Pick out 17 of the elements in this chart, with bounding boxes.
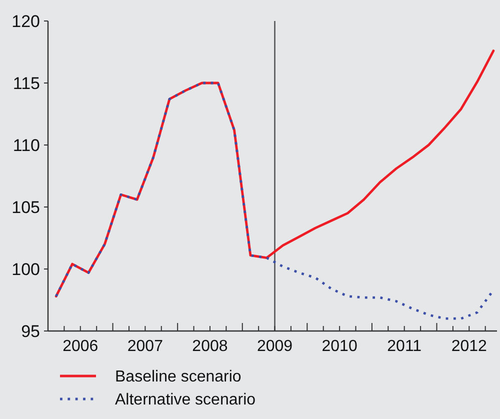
x-tick-label: 2011: [387, 338, 422, 355]
legend-label: Baseline scenario: [115, 368, 242, 386]
line-series: [54, 82, 495, 320]
x-tick-label: 2012: [451, 338, 488, 355]
y-tick-label: 100: [12, 260, 40, 279]
y-tick-label: 120: [12, 12, 40, 31]
y-tick-label: 95: [21, 322, 40, 341]
x-tick-label: 2008: [192, 338, 228, 355]
y-tick-label: 110: [12, 136, 40, 155]
line-series: [54, 50, 495, 298]
y-tick-label: 115: [12, 74, 40, 93]
x-tick-label: 2006: [62, 338, 98, 355]
x-tick-label: 2009: [256, 338, 293, 355]
legend-label: Alternative scenario: [115, 392, 256, 409]
x-tick-label: 2010: [322, 338, 358, 355]
y-tick-label: 105: [12, 198, 40, 217]
x-tick-label: 2007: [127, 338, 164, 355]
